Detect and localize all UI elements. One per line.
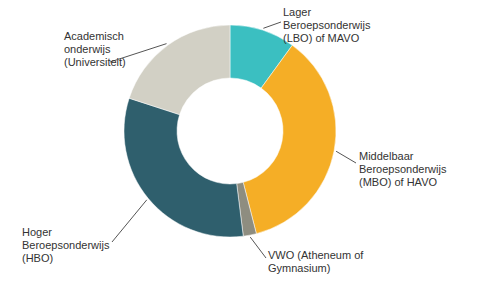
leader-line — [250, 237, 266, 258]
slice-label: VWO (Atheneum ofGymnasium) — [268, 249, 364, 274]
slice-label: Academischonderwijs(Universiteit) — [64, 30, 126, 68]
slice-label: HogerBeroepsonderwijs(HBO) — [22, 226, 110, 264]
slice-label: LagerBeroepsonderwijs(LBO) of MAVO — [283, 6, 371, 44]
slice — [124, 98, 243, 237]
leader-line — [112, 200, 147, 242]
chart-container: LagerBeroepsonderwijs(LBO) of MAVO Middel… — [0, 0, 490, 303]
labels: LagerBeroepsonderwijs(LBO) of MAVO Middel… — [22, 6, 447, 274]
slices — [124, 25, 336, 237]
slice — [129, 25, 230, 115]
leader-line — [263, 22, 281, 28]
donut-chart: LagerBeroepsonderwijs(LBO) of MAVO Middel… — [0, 0, 490, 303]
slice-label: MiddelbaarBeroepsonderwijs(MBO) of HAVO — [359, 150, 447, 188]
leader-line — [336, 151, 356, 163]
slice — [243, 45, 336, 233]
